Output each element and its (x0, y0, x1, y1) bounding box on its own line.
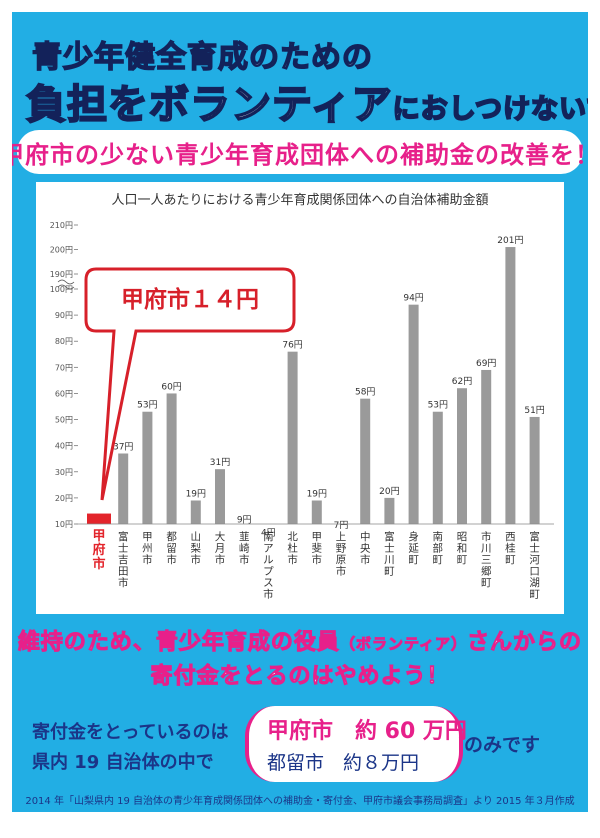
value-label: 76円 (282, 340, 302, 351)
value-label: 9円 (237, 515, 252, 526)
bar-13 (408, 304, 419, 524)
category-label: 身延町 (408, 530, 419, 566)
category-label: 甲府市 (92, 529, 105, 572)
bar-4 (190, 500, 201, 524)
axis-break-mark (57, 279, 75, 290)
subsidy-bar-chart: 人口一人あたりにおける青少年育成関係団体への自治体補助金額 10円 20円 30円 40… (50, 192, 554, 601)
y-tick-label: 80円 (55, 337, 73, 346)
value-label: 62円 (452, 376, 472, 387)
chart-title: 人口一人あたりにおける青少年育成関係団体への自治体補助金額 (111, 192, 488, 208)
y-tick-label: 60円 (55, 389, 73, 398)
value-label: 31円 (210, 457, 230, 468)
y-tick-label: 210円 (50, 221, 73, 230)
category-label: 富士吉田市 (118, 530, 129, 589)
category-label: 昭和町 (457, 531, 468, 566)
callout-bubble (84, 267, 296, 501)
headline-banner: 甲府市の少ない青少年育成団体への補助金の改善を！ (12, 130, 588, 174)
value-label: 201円 (497, 235, 523, 246)
category-label: 南アルプス市 (263, 530, 274, 601)
value-label: 60円 (161, 381, 181, 392)
callout-label: 甲府市１４円 (121, 286, 259, 313)
bar-0 (87, 513, 111, 524)
value-label: 94円 (403, 293, 423, 304)
message-line-1-b: （ボランティア） (339, 635, 468, 654)
category-label: 西桂町 (505, 531, 516, 566)
chart-panel: 人口一人あたりにおける青少年育成関係団体への自治体補助金額 10円 20円 30円 40… (36, 182, 564, 614)
title-line-2-a: 負担を (25, 81, 149, 129)
category-label: 上野原市 (336, 531, 347, 578)
category-label: 富士川町 (384, 530, 395, 578)
title-line-2-b: ボランティア (148, 81, 393, 129)
message-line-1-c: さんからの (467, 630, 583, 656)
value-label: 53円 (428, 400, 448, 411)
value-label: 20円 (379, 486, 399, 497)
y-tick-label: 100円 (50, 285, 73, 294)
y-tick-label: 20円 (55, 494, 73, 503)
category-label: 市川三郷町 (481, 530, 492, 589)
bar-15 (457, 388, 467, 524)
y-tick-label: 40円 (55, 442, 73, 451)
y-tick-label: 190円 (50, 270, 73, 279)
value-label: 58円 (355, 387, 375, 398)
note-line-1: 寄付金をとっているのは (32, 722, 229, 743)
value-label: 7円 (334, 520, 349, 531)
bar-8 (287, 351, 298, 524)
title-line-2: 負担をボランティアにおしつけないで (25, 72, 588, 130)
bar-11 (360, 398, 371, 524)
category-label: 富士河口湖町 (529, 530, 540, 601)
y-tick-label: 50円 (55, 416, 73, 425)
banner-text: 甲府市の少ない青少年育成団体への補助金の改善を！ (12, 140, 588, 169)
category-label: 北杜市 (287, 531, 298, 566)
bar-9 (311, 500, 322, 524)
result-tsuru: 都留市 約８万円 (267, 752, 420, 774)
bar-16 (481, 369, 492, 524)
category-label: 甲州市 (142, 531, 153, 566)
title-line-1: 青少年健全育成のための (31, 39, 373, 76)
bar-17 (505, 247, 516, 525)
value-label: 69円 (476, 358, 496, 369)
y-tick-label: 70円 (55, 363, 73, 372)
bar-12 (384, 497, 395, 524)
result-box: 甲府市 約 60 万円 都留市 約８万円 (245, 706, 467, 782)
value-label: 19円 (186, 489, 206, 500)
category-label: 都留市 (166, 531, 177, 566)
value-label: 19円 (307, 489, 327, 500)
category-label: 韮崎市 (239, 531, 250, 566)
category-label: 甲斐市 (312, 531, 323, 566)
poster: 青少年健全育成のための 負担をボランティアにおしつけないで 甲府市の少ない青少年… (12, 12, 588, 812)
note-line-2: 県内 19 自治体の中で (32, 752, 214, 773)
result-kofu: 甲府市 約 60 万円 (267, 719, 467, 744)
category-label: 中央市 (360, 530, 371, 566)
category-label: 大月市 (215, 530, 226, 566)
title-line-2-c: におしつけないで (392, 93, 588, 126)
value-label: 53円 (137, 400, 157, 411)
bar-3 (166, 393, 177, 524)
bar-14 (432, 411, 443, 524)
bar-18 (529, 416, 540, 524)
value-label: 4円 (261, 528, 276, 539)
source-footer: 2014 年「山梨県内 19 自治体の青少年育成関係団体への補助金・寄付金、甲府… (25, 796, 575, 807)
message-line-1: 維持のため、青少年育成の役員（ボランティア）さんからの (12, 624, 588, 656)
category-label: 山梨市 (191, 531, 202, 566)
value-label: 37円 (113, 442, 133, 453)
y-tick-label: 10円 (55, 520, 73, 529)
bar-2 (142, 411, 153, 524)
bar-5 (215, 469, 225, 524)
message-line-2: 寄付金をとるのはやめよう！ (150, 664, 450, 690)
y-tick-label: 30円 (55, 468, 73, 477)
value-label: 51円 (524, 405, 544, 416)
result-suffix: のみです (464, 734, 541, 756)
category-label: 南部町 (433, 530, 444, 566)
y-tick-label: 200円 (50, 246, 73, 255)
message-line-1-a: 維持のため、青少年育成の役員 (17, 630, 340, 656)
y-tick-label: 90円 (55, 311, 73, 320)
bar-1 (118, 453, 129, 524)
